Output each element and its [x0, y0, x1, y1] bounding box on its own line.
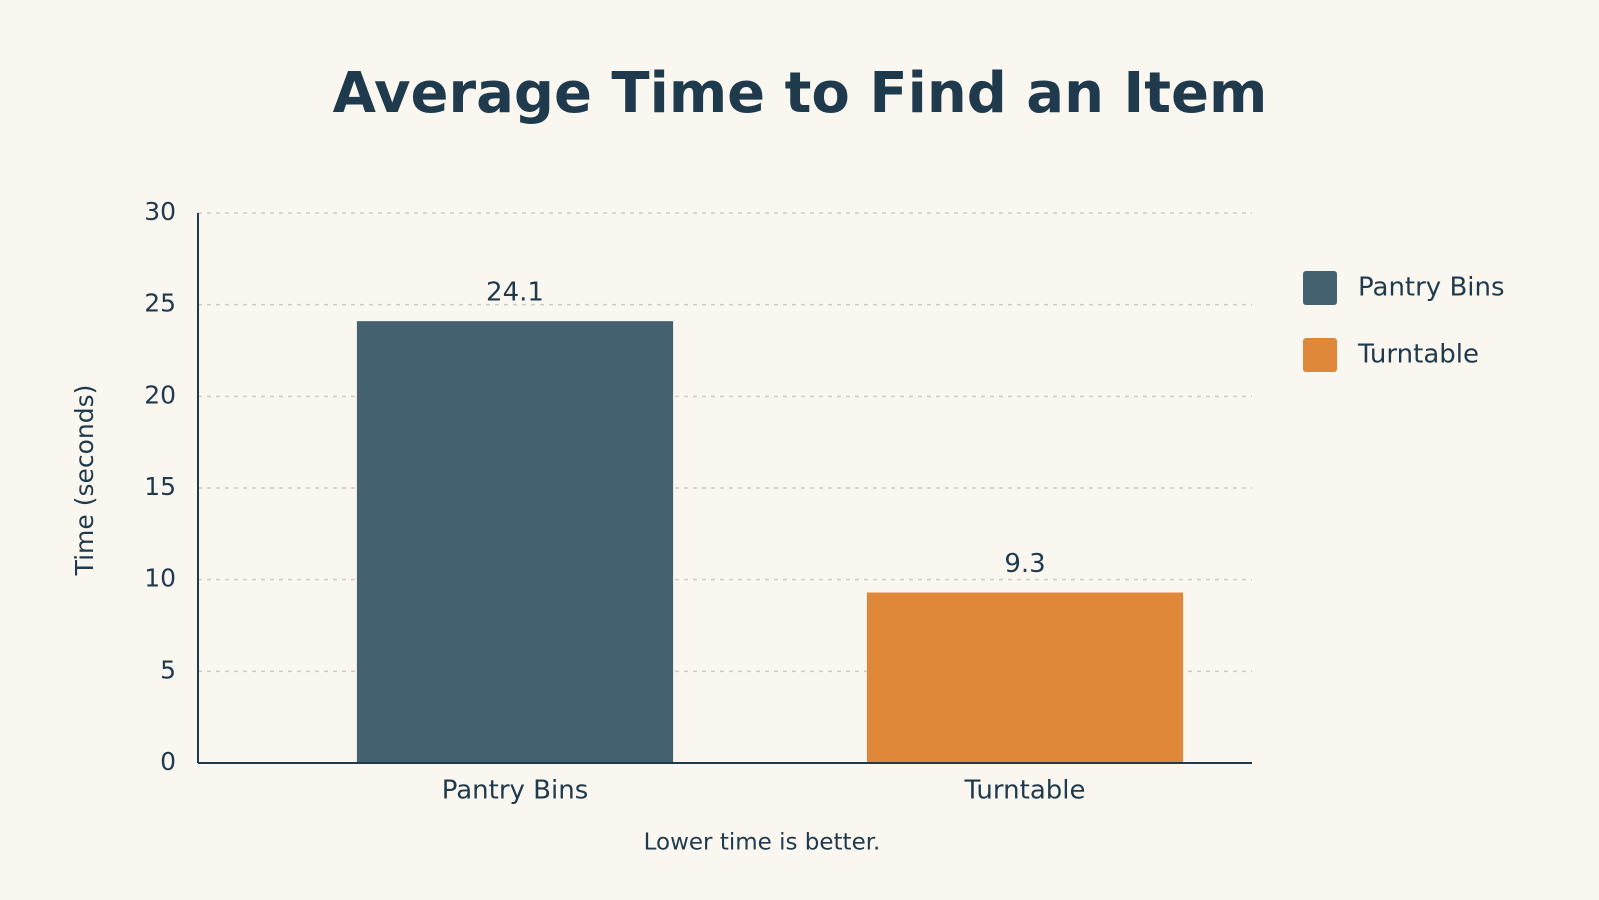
x-tick-label: Pantry Bins [442, 776, 589, 806]
chart-title: Average Time to Find an Item [333, 61, 1268, 126]
y-tick-label: 25 [144, 289, 176, 318]
value-label: 9.3 [1004, 549, 1045, 579]
legend-label: Pantry Bins [1358, 273, 1505, 303]
x-tick-label: Turntable [964, 776, 1086, 806]
legend-swatch [1303, 338, 1337, 372]
y-tick-label: 20 [144, 380, 176, 409]
y-axis-label: Time (seconds) [70, 385, 99, 577]
y-tick-label: 10 [144, 564, 176, 593]
y-tick-label: 15 [144, 472, 176, 501]
value-label: 24.1 [486, 278, 544, 308]
y-tick-label: 0 [160, 747, 176, 776]
annotation: Lower time is better. [644, 830, 881, 856]
legend-label: Turntable [1357, 340, 1479, 370]
y-tick-label: 30 [144, 197, 176, 226]
legend-swatch [1303, 271, 1337, 305]
y-tick-label: 5 [160, 655, 176, 684]
bar [866, 592, 1184, 763]
bar [356, 321, 674, 763]
